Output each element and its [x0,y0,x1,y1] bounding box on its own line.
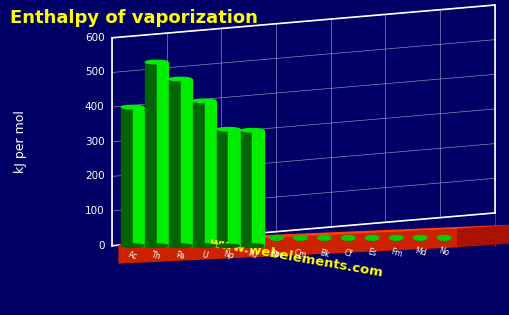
Ellipse shape [413,235,426,240]
Polygon shape [145,62,156,246]
Polygon shape [156,62,167,246]
Ellipse shape [437,235,450,240]
Text: Cm: Cm [293,248,307,260]
Ellipse shape [169,77,191,81]
Text: www.webelements.com: www.webelements.com [207,237,383,280]
Ellipse shape [269,235,282,240]
Text: Cf: Cf [343,248,353,259]
Ellipse shape [241,244,263,248]
Ellipse shape [217,244,239,248]
Text: Enthalpy of vaporization: Enthalpy of vaporization [10,9,258,27]
Ellipse shape [121,105,144,109]
Polygon shape [204,101,215,246]
Polygon shape [119,229,457,263]
Polygon shape [228,129,239,246]
Ellipse shape [145,60,167,64]
Text: Np: Np [222,249,234,261]
Polygon shape [252,130,263,246]
Text: Am: Am [269,248,283,260]
Text: 600: 600 [85,33,104,43]
Text: No: No [437,246,449,258]
Text: Pa: Pa [175,250,186,261]
Text: 300: 300 [85,137,104,147]
Ellipse shape [193,99,215,103]
Polygon shape [132,107,144,246]
Polygon shape [180,79,191,246]
Text: U: U [201,250,208,260]
Text: Pu: Pu [246,249,258,260]
Text: Es: Es [366,248,377,258]
Ellipse shape [121,244,144,248]
Text: 500: 500 [85,67,104,77]
Ellipse shape [241,129,263,132]
Polygon shape [217,129,228,246]
Text: Ac: Ac [127,250,138,262]
Text: Md: Md [413,246,426,258]
Text: 200: 200 [85,171,104,181]
Ellipse shape [169,244,191,248]
Ellipse shape [217,128,239,131]
Text: 100: 100 [85,206,104,216]
Ellipse shape [293,235,306,240]
Text: Bk: Bk [318,248,329,259]
Ellipse shape [193,244,215,248]
Text: Fm: Fm [389,247,402,259]
Ellipse shape [389,235,402,240]
Text: Th: Th [151,250,162,261]
Ellipse shape [317,235,330,240]
Polygon shape [193,101,204,246]
Text: 400: 400 [85,102,104,112]
Polygon shape [457,225,509,247]
Text: kJ per mol: kJ per mol [14,110,27,173]
Ellipse shape [145,244,167,248]
Ellipse shape [341,235,354,240]
Text: 0: 0 [98,241,104,251]
Polygon shape [121,107,132,246]
Ellipse shape [365,235,378,240]
Polygon shape [119,225,509,246]
Polygon shape [169,79,180,246]
Polygon shape [241,130,252,246]
